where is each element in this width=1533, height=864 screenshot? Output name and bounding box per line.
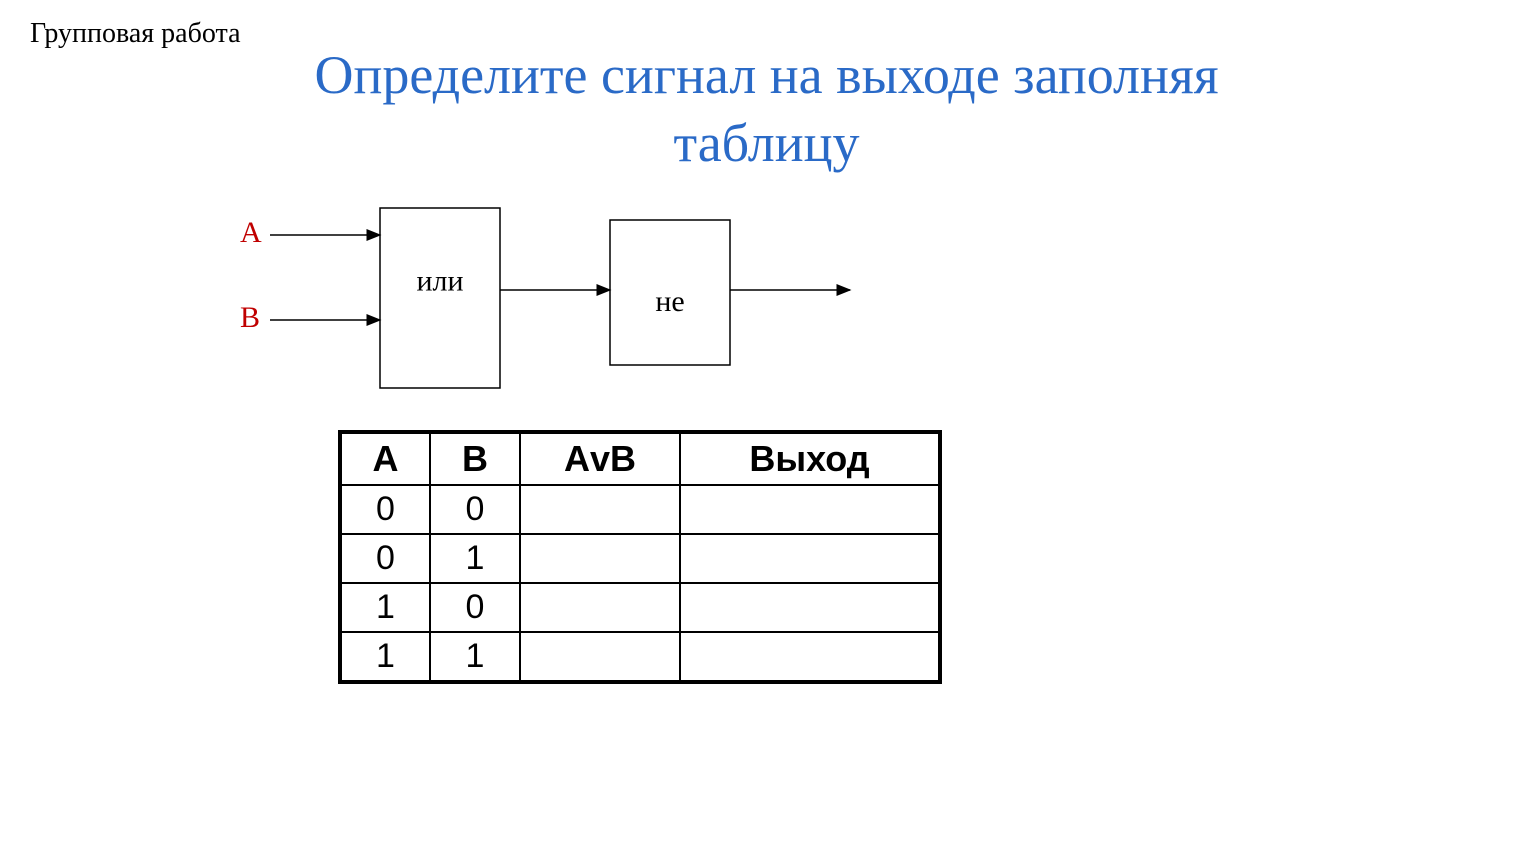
cell-out bbox=[680, 583, 940, 632]
input-a-label: А bbox=[240, 216, 262, 249]
cell-b: 1 bbox=[430, 632, 520, 682]
cell-a: 1 bbox=[340, 583, 430, 632]
cell-out bbox=[680, 534, 940, 583]
cell-avb bbox=[520, 632, 680, 682]
cell-avb bbox=[520, 534, 680, 583]
cell-avb bbox=[520, 485, 680, 534]
title-line-1: Определите сигнал на выходе заполняя bbox=[314, 45, 1218, 105]
col-header-out: Выход bbox=[680, 432, 940, 485]
table-row: 1 1 bbox=[340, 632, 940, 682]
cell-b: 0 bbox=[430, 485, 520, 534]
cell-b: 1 bbox=[430, 534, 520, 583]
truth-table: А В АvВ Выход 0 0 0 1 1 0 1 1 bbox=[338, 430, 942, 684]
table-row: 1 0 bbox=[340, 583, 940, 632]
cell-a: 1 bbox=[340, 632, 430, 682]
page-title: Определите сигнал на выходе заполняя таб… bbox=[0, 42, 1533, 177]
col-header-a: А bbox=[340, 432, 430, 485]
or-gate-label: или bbox=[416, 264, 463, 297]
logic-diagram: А В или не bbox=[240, 200, 880, 400]
table-row: 0 1 bbox=[340, 534, 940, 583]
cell-avb bbox=[520, 583, 680, 632]
or-gate-box bbox=[380, 208, 500, 388]
table-header-row: А В АvВ Выход bbox=[340, 432, 940, 485]
cell-a: 0 bbox=[340, 534, 430, 583]
table-row: 0 0 bbox=[340, 485, 940, 534]
col-header-b: В bbox=[430, 432, 520, 485]
title-line-2: таблицу bbox=[673, 113, 859, 173]
input-b-label: В bbox=[240, 301, 260, 334]
cell-out bbox=[680, 632, 940, 682]
cell-a: 0 bbox=[340, 485, 430, 534]
not-gate-label: не bbox=[655, 285, 684, 318]
cell-b: 0 bbox=[430, 583, 520, 632]
col-header-avb: АvВ bbox=[520, 432, 680, 485]
cell-out bbox=[680, 485, 940, 534]
